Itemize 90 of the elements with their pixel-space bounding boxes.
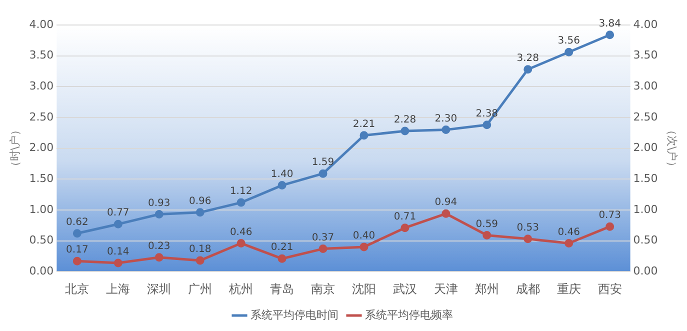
point [196,256,204,265]
y-tick-label: 3.50 [29,48,54,62]
point [564,48,574,56]
data-label: 2.30 [434,113,458,124]
data-label: 3.28 [516,52,540,64]
data-label: 0.46 [230,226,252,238]
data-label: 0.53 [516,222,540,234]
point [278,254,286,263]
y-tick-label: 3.00 [29,80,54,93]
x-tick-label: 天津 [434,282,458,296]
y2-tick-label: 2.00 [633,141,658,154]
point [524,234,532,244]
point [278,181,286,190]
point [196,208,204,217]
data-label: 3.84 [598,18,621,30]
x-tick-label: 沈阳 [352,282,376,296]
data-label: 0.18 [188,244,212,256]
y2-axis-title: （次\户） [666,124,679,172]
data-label: 0.40 [352,230,376,242]
x-tick-label: 上海 [106,282,130,296]
data-label: 0.93 [148,198,170,209]
data-label: 0.73 [598,210,621,222]
x-tick-label: 深圳 [147,282,172,296]
x-tick-label: 广州 [188,282,212,296]
y2-tick-label: 3.00 [633,80,658,93]
y-tick-label: 0.50 [29,234,54,247]
y2-tick-label: 3.50 [633,48,658,62]
legend-label: 系统平均停电时间 [250,308,338,322]
x-tick-label: 北京 [65,282,90,296]
point [564,238,574,248]
point [236,198,246,207]
y2-tick-label: 4.00 [633,18,658,31]
point [114,258,122,268]
x-tick-label: 西安 [598,282,622,296]
point [236,238,246,248]
data-label: 0.17 [66,244,88,256]
point [72,256,82,266]
point [154,210,164,219]
data-label: 0.23 [148,241,170,252]
data-label: 0.71 [394,211,416,222]
y-tick-label: 4.00 [29,18,54,31]
point [114,220,122,228]
data-label: 0.14 [107,246,130,258]
y-tick-label: 1.50 [29,172,54,185]
x-tick-label: 郑州 [474,282,499,296]
data-label: 0.62 [66,216,88,228]
data-label: 0.59 [476,218,498,230]
point [606,30,614,40]
point [524,65,532,74]
y2-tick-label: 0.00 [633,264,658,278]
point [360,242,368,252]
point [154,253,164,262]
data-label: 1.12 [230,186,252,198]
y2-tick-label: 1.00 [633,202,658,216]
y-tick-label: 1.00 [29,202,54,216]
point [318,169,328,178]
x-tick-label: 成都 [516,282,540,296]
point [442,209,450,218]
data-label: 3.56 [558,36,580,47]
data-label: 0.46 [558,226,580,238]
x-tick-label: 青岛 [270,282,294,296]
point [400,224,410,232]
y2-tick-label: 2.50 [633,110,658,124]
data-label: 0.21 [270,242,294,254]
point [482,230,492,240]
point [400,126,410,136]
data-label: 2.21 [352,118,376,130]
point [318,244,328,254]
x-tick-label: 重庆 [556,282,581,296]
point [360,131,368,140]
data-label: 2.28 [394,114,416,126]
x-tick-label: 南京 [311,282,336,296]
y2-tick-label: 1.50 [633,172,658,185]
x-tick-label: 武汉 [392,282,417,296]
y-tick-label: 2.00 [29,141,54,154]
x-tick-label: 杭州 [228,282,254,296]
data-label: 0.77 [107,208,130,219]
data-label: 1.40 [270,168,294,180]
point [72,229,82,238]
data-label: 1.59 [312,157,334,168]
point [442,126,450,134]
legend-label: 系统平均停电频率 [365,308,453,322]
point [482,120,492,130]
y-tick-label: 0.00 [29,264,54,278]
data-label: 0.96 [188,196,212,208]
point [606,222,614,231]
y2-tick-label: 0.50 [633,234,658,247]
data-label: 0.94 [434,197,458,208]
y-axis-title: （时\户） [8,124,22,172]
y-tick-label: 2.50 [29,110,54,124]
